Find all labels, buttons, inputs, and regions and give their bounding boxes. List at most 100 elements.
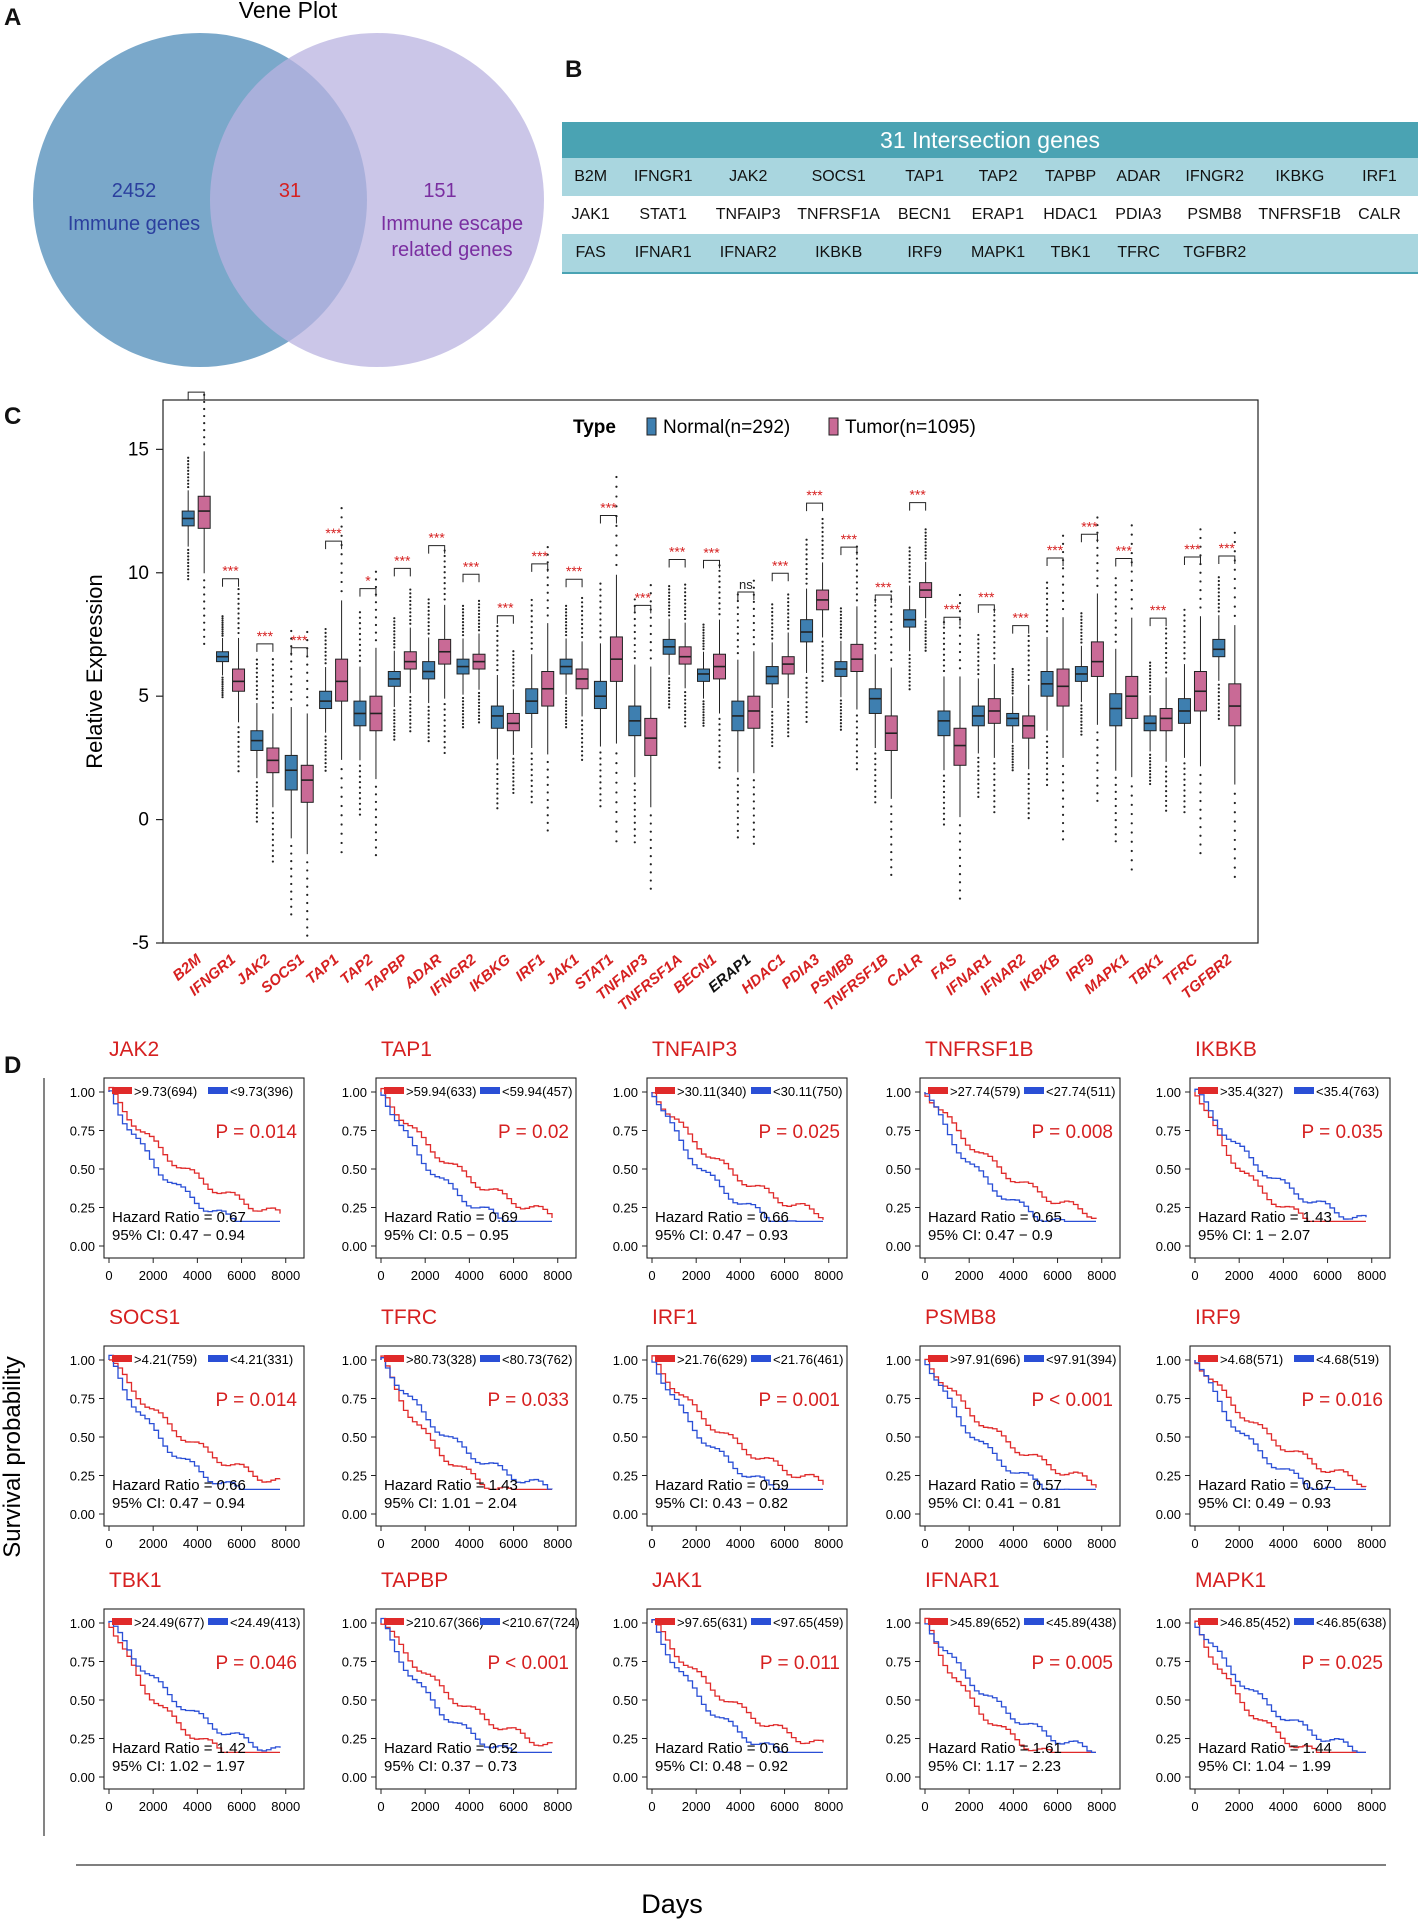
outlier-point — [1130, 588, 1133, 592]
outlier-point — [221, 685, 224, 688]
outlier-point — [1011, 678, 1014, 681]
km-legend-low: <30.11(750) — [773, 1084, 843, 1099]
km-hazard-ratio: Hazard Ratio = 0.65 — [928, 1209, 1062, 1226]
outlier-point — [1199, 825, 1202, 829]
outlier-point — [855, 563, 859, 566]
km-x-tick-label: 4000 — [455, 1268, 484, 1283]
outlier-point — [839, 712, 843, 715]
outlier-point — [718, 739, 721, 742]
outlier-point — [1149, 769, 1152, 773]
km-x-tick-label: 0 — [921, 1536, 928, 1551]
outlier-point — [1183, 619, 1186, 622]
outlier-point — [1011, 769, 1014, 772]
outlier-point — [1080, 634, 1083, 638]
outlier-point — [942, 812, 946, 815]
outlier-point — [702, 628, 705, 632]
outlier-point — [1114, 584, 1117, 587]
outlier-point — [477, 619, 481, 622]
box-tumor-pdia3 — [816, 517, 830, 682]
significance-bracket — [634, 604, 652, 614]
outlier-point — [546, 553, 549, 556]
outlier-point — [512, 676, 515, 679]
outlier-point — [546, 821, 549, 824]
significance-bracket — [290, 647, 308, 656]
km-x-tick-label: 6000 — [770, 1536, 799, 1551]
km-curve-low — [108, 1620, 281, 1752]
outlier-point — [203, 429, 206, 432]
outlier-point — [615, 810, 618, 814]
outlier-point — [1199, 817, 1202, 820]
outlier-point — [306, 655, 309, 658]
gene-table-cell: TGFBR2 — [1183, 244, 1247, 261]
outlier-point — [477, 622, 481, 625]
outlier-point — [1061, 550, 1065, 554]
outlier-point — [306, 679, 309, 682]
outlier-point — [393, 738, 396, 741]
outlier-point — [255, 667, 258, 670]
km-legend-high: >30.11(340) — [677, 1084, 747, 1099]
outlier-point — [1080, 615, 1083, 618]
box-body — [319, 690, 333, 710]
outlier-point — [1183, 624, 1186, 628]
outlier-point — [668, 601, 671, 604]
km-x-tick-label: 8000 — [1357, 1268, 1386, 1283]
outlier-point — [1217, 598, 1220, 602]
outlier-point — [924, 541, 927, 544]
outlier-point — [203, 614, 206, 617]
km-y-tick-label: 0.75 — [1156, 1392, 1181, 1407]
outlier-point — [496, 624, 499, 628]
km-x-tick-label: 0 — [377, 1799, 384, 1814]
km-x-tick-label: 4000 — [726, 1268, 755, 1283]
box-normal-tap1 — [319, 627, 333, 772]
outlier-point — [358, 649, 362, 652]
outlier-point — [477, 629, 481, 632]
km-y-axis-label: Survival probability — [0, 1356, 26, 1557]
km-x-tick-label: 2000 — [1225, 1536, 1254, 1551]
outlier-point — [358, 616, 362, 619]
outlier-point — [874, 790, 877, 793]
outlier-point — [977, 778, 980, 781]
outlier-point — [1217, 713, 1220, 717]
outlier-point — [615, 771, 618, 774]
outlier-point — [1233, 875, 1236, 878]
outlier-point — [615, 781, 618, 784]
outlier-point — [1114, 619, 1117, 622]
outlier-point — [580, 745, 584, 748]
outlier-point — [1149, 687, 1152, 690]
km-legend-low: <4.68(519) — [1316, 1352, 1379, 1367]
outlier-point — [1061, 567, 1065, 570]
outlier-point — [1183, 635, 1186, 639]
outlier-point — [306, 671, 309, 674]
outlier-point — [993, 630, 996, 633]
outlier-point — [1080, 625, 1083, 628]
km-x-tick-label: 6000 — [770, 1268, 799, 1283]
outlier-point — [324, 754, 327, 757]
outlier-point — [942, 790, 946, 794]
outlier-point — [924, 528, 927, 531]
outlier-point — [237, 765, 240, 768]
outlier-point — [290, 860, 293, 863]
outlier-point — [187, 482, 190, 485]
km-x-tick-label: 2000 — [139, 1799, 168, 1814]
outlier-point — [874, 774, 877, 777]
outlier-point — [752, 800, 755, 803]
outlier-point — [924, 547, 927, 550]
km-x-tick-label: 6000 — [1313, 1799, 1342, 1814]
outlier-point — [890, 590, 893, 593]
km-legend-high: >24.49(677) — [134, 1615, 204, 1630]
outlier-point — [496, 644, 499, 647]
outlier-point — [1061, 773, 1065, 776]
outlier-point — [1233, 838, 1236, 842]
km-y-tick-label: 0.00 — [886, 1770, 911, 1785]
outlier-point — [580, 609, 584, 613]
outlier-point — [1011, 676, 1014, 679]
outlier-point — [1080, 638, 1083, 641]
km-confidence-interval: 95% CI: 0.47 − 0.9 — [928, 1227, 1053, 1244]
outlier-point — [1011, 760, 1014, 764]
x-tick-label: IRF1 — [512, 951, 548, 985]
outlier-point — [1199, 597, 1202, 600]
km-gene-title: TNFAIP3 — [652, 1038, 737, 1061]
outlier-point — [393, 623, 396, 626]
outlier-point — [821, 530, 824, 534]
outlier-point — [221, 617, 224, 620]
